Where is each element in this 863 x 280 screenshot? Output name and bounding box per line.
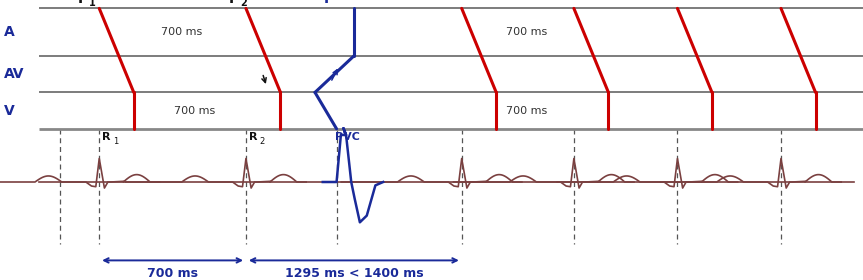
Text: 700 ms: 700 ms xyxy=(173,106,215,116)
Text: 700 ms: 700 ms xyxy=(506,27,547,37)
Text: V: V xyxy=(4,104,15,118)
Text: P: P xyxy=(229,0,239,6)
Text: A: A xyxy=(4,25,15,39)
Text: R: R xyxy=(102,132,110,142)
Text: 700 ms: 700 ms xyxy=(506,106,547,116)
Text: P: P xyxy=(78,0,88,6)
Text: AV: AV xyxy=(4,67,25,81)
Text: 700 ms: 700 ms xyxy=(161,27,202,37)
Text: 1: 1 xyxy=(113,137,118,146)
Text: R: R xyxy=(249,132,257,142)
Text: 2: 2 xyxy=(260,137,265,146)
Text: P’: P’ xyxy=(324,0,339,6)
Text: 700 ms: 700 ms xyxy=(147,267,198,280)
Text: 1295 ms < 1400 ms: 1295 ms < 1400 ms xyxy=(285,267,423,280)
Text: 1: 1 xyxy=(89,0,96,8)
Text: PVC: PVC xyxy=(335,132,360,142)
Text: 2: 2 xyxy=(240,0,247,8)
